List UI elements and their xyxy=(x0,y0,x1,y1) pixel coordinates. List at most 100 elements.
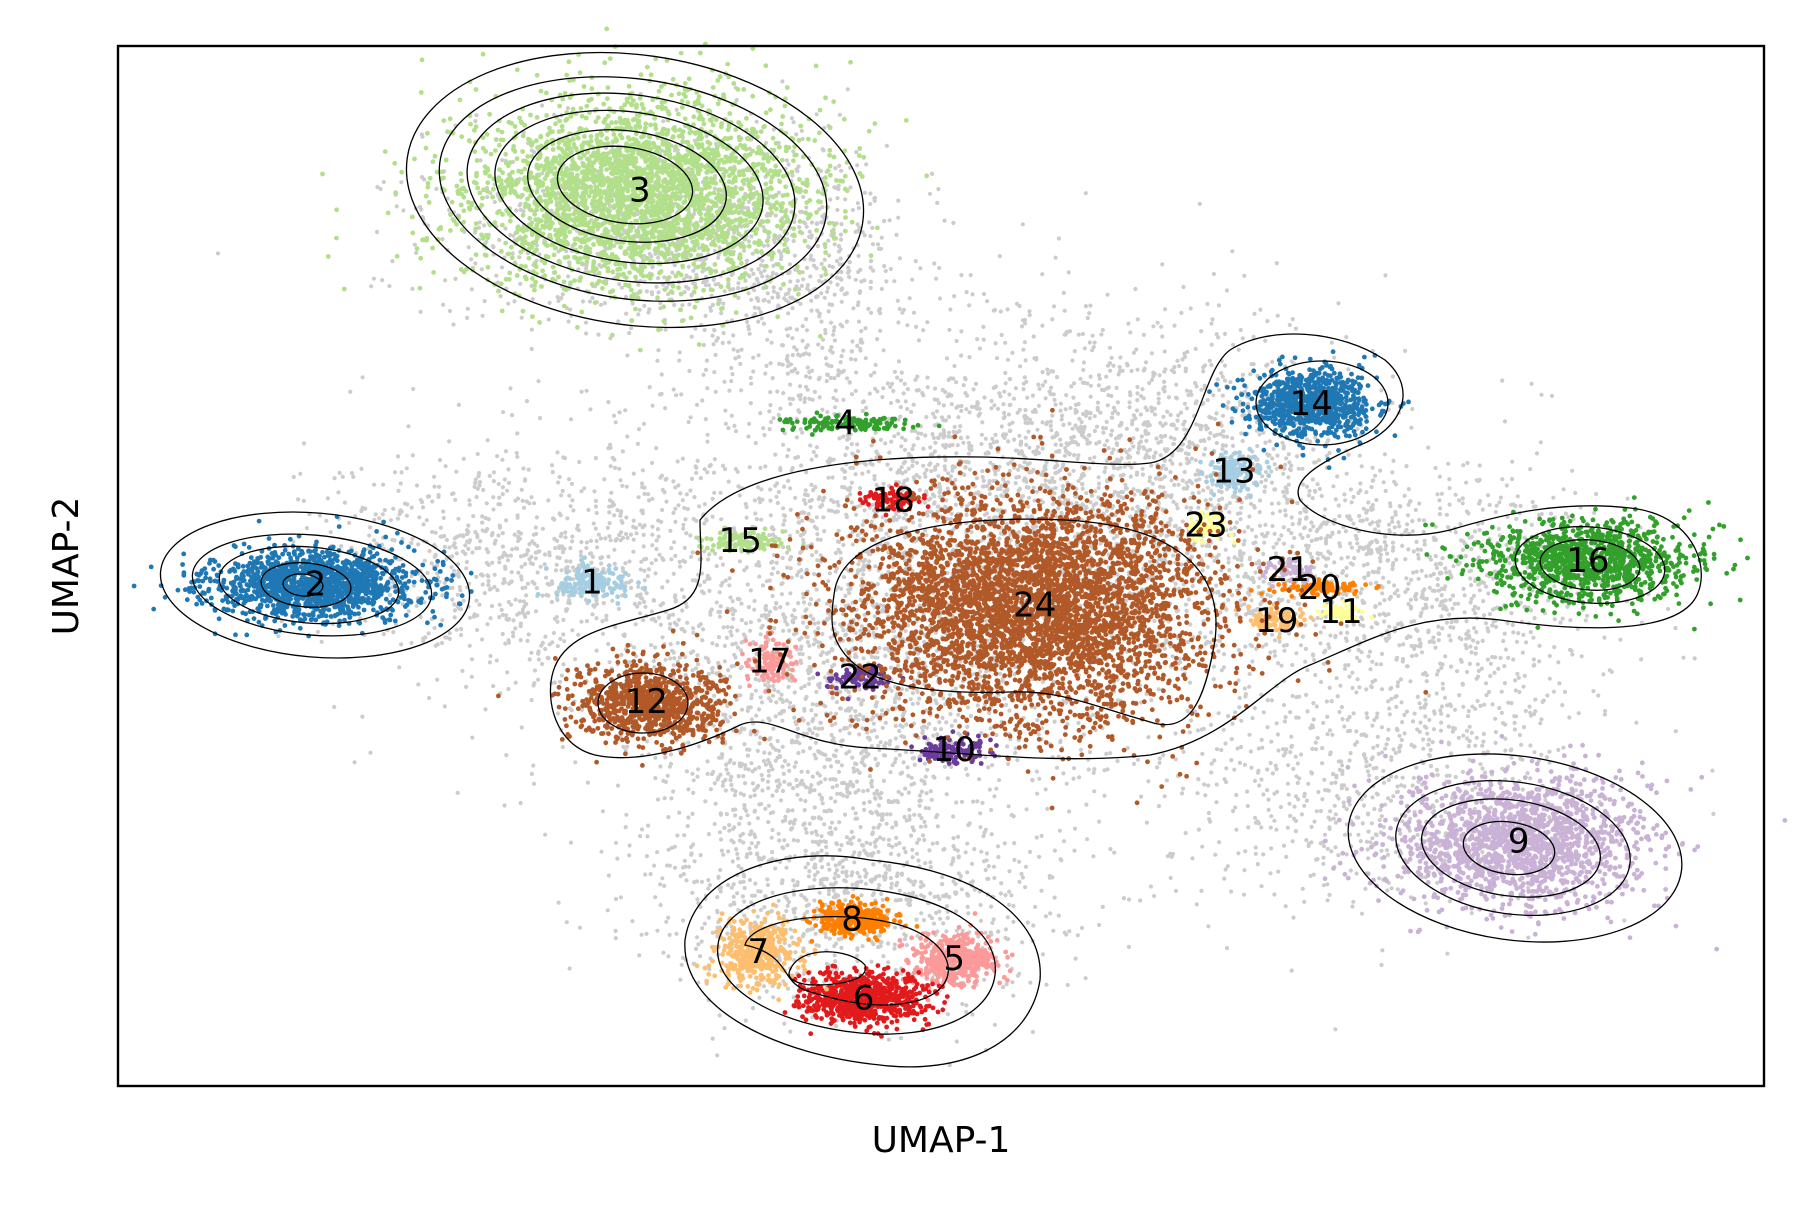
background-point xyxy=(520,316,524,320)
background-point xyxy=(872,196,876,200)
background-point xyxy=(375,185,379,189)
background-point xyxy=(757,267,761,271)
background-point xyxy=(727,340,731,344)
background-point xyxy=(808,230,812,234)
background-point xyxy=(760,316,764,320)
background-point xyxy=(721,302,725,306)
background-point xyxy=(793,254,797,258)
background-point xyxy=(556,299,560,303)
background-point xyxy=(810,458,814,462)
background-point xyxy=(375,230,379,234)
background-point xyxy=(820,346,824,350)
background-point xyxy=(823,331,827,335)
background-point xyxy=(723,289,727,293)
background-point xyxy=(624,312,628,316)
background-point xyxy=(811,258,815,262)
background-point xyxy=(774,213,778,217)
background-point xyxy=(788,279,792,283)
background-point xyxy=(829,321,833,325)
background-point xyxy=(804,470,808,474)
background-point xyxy=(395,204,399,208)
background-point xyxy=(837,249,841,253)
background-point xyxy=(821,147,825,151)
background-point xyxy=(831,333,835,337)
background-point xyxy=(791,306,795,310)
background-point xyxy=(839,169,843,173)
background-point xyxy=(531,297,535,301)
background-point xyxy=(1149,698,1153,702)
background-point xyxy=(684,274,688,278)
background-point xyxy=(823,296,827,300)
background-point xyxy=(669,752,673,756)
background-point xyxy=(829,345,833,349)
background-point xyxy=(825,362,829,366)
background-point xyxy=(722,331,726,335)
background-point xyxy=(868,202,872,206)
background-point xyxy=(820,214,824,218)
background-point xyxy=(503,226,507,230)
background-point xyxy=(966,705,970,709)
background-point xyxy=(785,158,789,162)
background-point xyxy=(1275,261,1279,265)
background-point xyxy=(482,223,486,227)
background-point xyxy=(848,260,852,264)
background-point xyxy=(372,277,376,281)
background-point xyxy=(855,163,859,167)
background-point xyxy=(712,370,716,374)
background-point xyxy=(584,331,588,335)
background-point xyxy=(680,303,684,307)
background-point xyxy=(588,299,592,303)
background-point xyxy=(806,366,810,370)
background-point xyxy=(788,262,792,266)
background-point xyxy=(469,257,473,261)
background-point xyxy=(798,302,802,306)
background-point xyxy=(768,403,772,407)
background-point xyxy=(875,337,879,341)
background-point xyxy=(895,233,899,237)
background-point xyxy=(858,291,862,295)
background-point xyxy=(369,284,373,288)
background-point xyxy=(798,210,802,214)
background-point xyxy=(749,401,753,405)
background-point xyxy=(581,299,585,303)
background-point xyxy=(819,320,823,324)
background-point xyxy=(803,396,807,400)
background-point xyxy=(530,148,534,152)
background-point xyxy=(840,300,844,304)
background-point xyxy=(917,338,921,342)
background-point xyxy=(928,192,932,196)
background-point xyxy=(835,276,839,280)
background-point xyxy=(819,220,823,224)
background-point xyxy=(808,274,812,278)
background-point xyxy=(820,205,824,209)
background-point xyxy=(800,284,804,288)
background-point xyxy=(880,236,884,240)
background-point xyxy=(788,383,792,387)
background-point xyxy=(530,328,534,332)
background-point xyxy=(434,187,438,191)
background-point xyxy=(808,443,812,447)
background-point xyxy=(687,369,691,373)
background-point xyxy=(500,265,504,269)
background-point xyxy=(1037,777,1041,781)
background-point xyxy=(701,280,705,284)
background-point xyxy=(714,282,718,286)
background-point xyxy=(896,199,900,203)
background-point xyxy=(829,376,833,380)
background-point xyxy=(650,290,654,294)
background-point xyxy=(801,277,805,281)
background-point xyxy=(839,238,843,242)
background-point xyxy=(763,372,767,376)
background-point xyxy=(837,164,841,168)
background-point xyxy=(629,326,633,330)
background-point xyxy=(807,512,811,516)
background-point xyxy=(804,374,808,378)
background-point xyxy=(691,269,695,273)
background-point xyxy=(751,356,755,360)
background-point xyxy=(1158,756,1162,760)
background-point xyxy=(780,79,784,83)
background-point xyxy=(807,245,811,249)
background-point xyxy=(831,265,835,269)
